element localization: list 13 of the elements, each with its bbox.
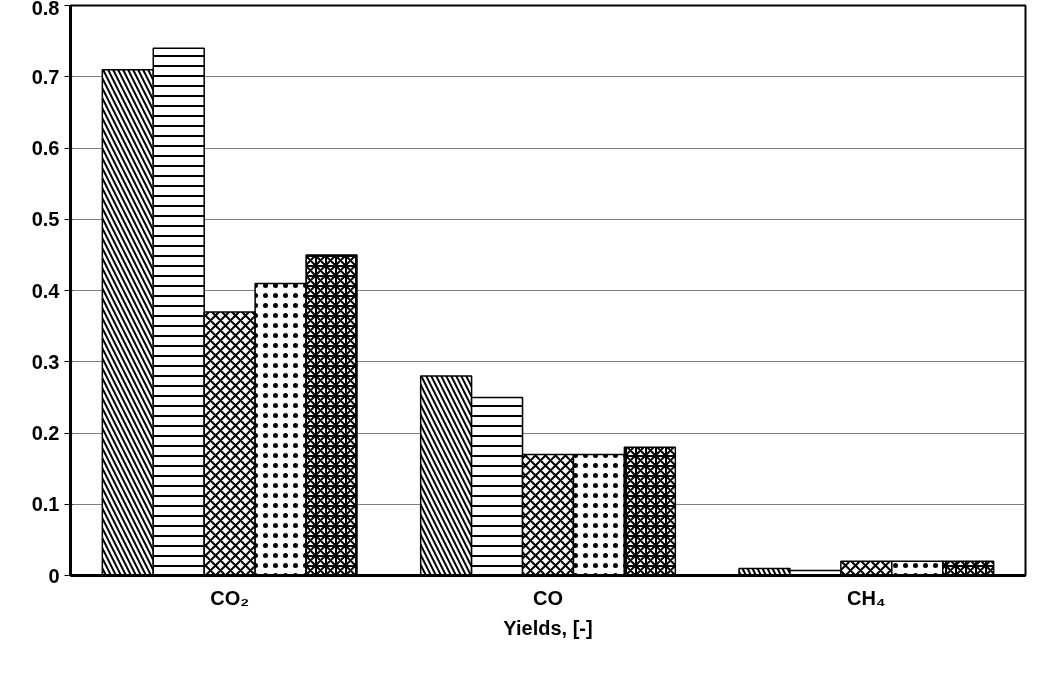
x-tick-label: CO (533, 586, 563, 609)
y-tick-label: 0.1 (31, 493, 60, 516)
y-tick-label: 0.3 (31, 350, 60, 373)
y-tick-label: 0.6 (31, 137, 60, 159)
y-tick-label: 0.4 (31, 279, 61, 302)
y-tick-label: 0.7 (31, 65, 60, 88)
x-tick-label: CH₄ (847, 586, 886, 609)
x-tick-label: CO₂ (210, 586, 250, 609)
y-tick-label: 0.2 (31, 422, 60, 444)
y-tick-label: 0.8 (31, 0, 60, 19)
y-tick-label: 0.5 (31, 208, 60, 231)
x-axis-title: Yields, [-] (503, 616, 593, 639)
y-tick-label: 0 (48, 564, 60, 587)
